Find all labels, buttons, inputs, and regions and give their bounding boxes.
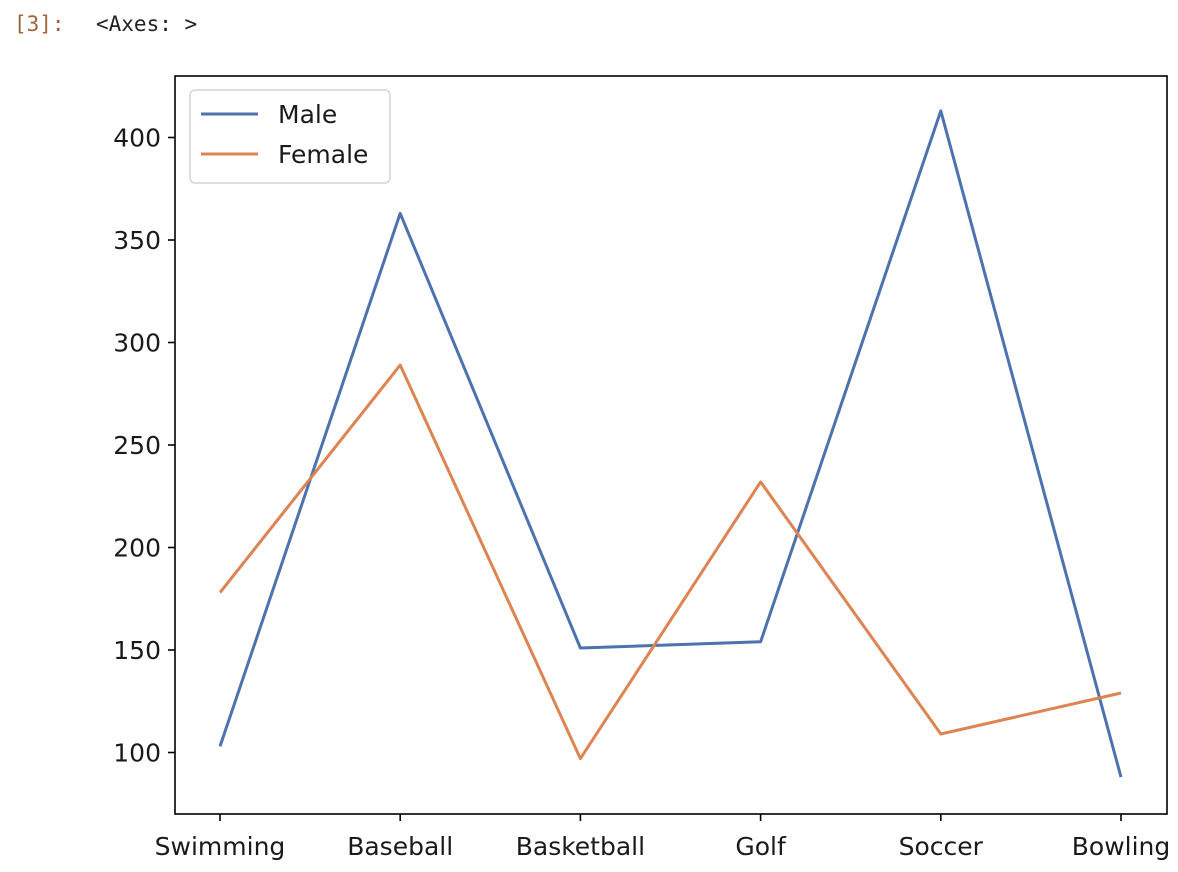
series-line-female	[218, 363, 1122, 761]
series-line-male	[218, 109, 1123, 778]
axes: 100 150 200 250 300 350 400 Swimming Baseball Bas…	[113, 75, 1171, 861]
legend: Male Female	[189, 89, 391, 184]
y-tick-label: 100	[113, 739, 161, 768]
x-tick-label-soccer: Soccer	[899, 832, 984, 861]
x-tick-label-golf: Golf	[735, 832, 787, 861]
x-tick-label-bowling: Bowling	[1072, 832, 1171, 861]
x-tick-label-basketball: Basketball	[516, 832, 645, 861]
x-tick-label-swimming: Swimming	[155, 832, 286, 861]
y-tick-label: 200	[113, 534, 161, 563]
y-tick-label: 400	[113, 124, 161, 153]
x-tick-label-baseball: Baseball	[347, 832, 453, 861]
legend-label-female: Female	[278, 140, 368, 169]
output-prompt: [3]:	[14, 12, 65, 36]
output-repr-text: <Axes: >	[96, 12, 198, 36]
y-tick-label: 250	[113, 431, 161, 460]
y-tick-label: 150	[113, 636, 161, 665]
y-tick-label: 300	[113, 329, 161, 358]
legend-label-male: Male	[278, 100, 337, 129]
axes-frame	[174, 75, 1168, 815]
y-tick-label: 350	[113, 226, 161, 255]
series-lines	[218, 109, 1123, 778]
